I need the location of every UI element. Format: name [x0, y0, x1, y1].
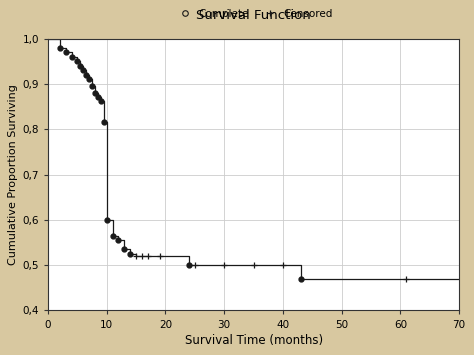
Title: Survival Function: Survival Function [196, 9, 311, 22]
X-axis label: Survival Time (months): Survival Time (months) [184, 334, 323, 347]
Y-axis label: Cumulative Proportion Surviving: Cumulative Proportion Surviving [9, 84, 18, 265]
Legend: Complete, Censored: Complete, Censored [174, 9, 333, 18]
